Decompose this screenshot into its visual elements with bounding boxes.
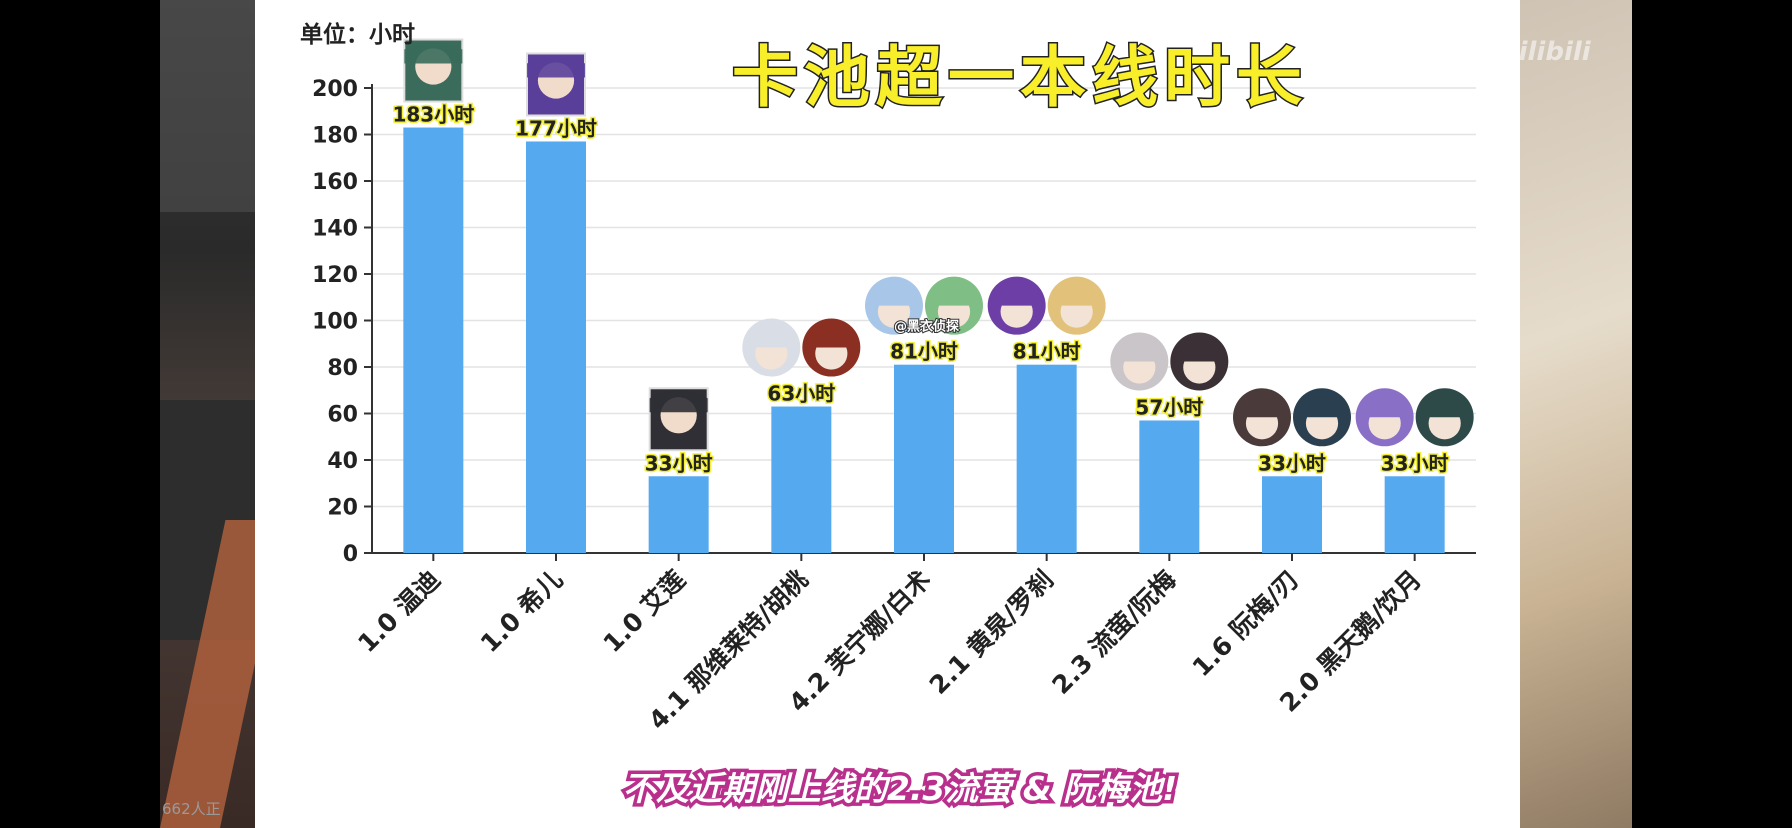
bar (1016, 364, 1077, 553)
bar (1139, 420, 1200, 553)
y-tick-label: 200 (312, 77, 358, 102)
bar (526, 141, 586, 553)
y-tick-label: 60 (327, 403, 358, 428)
y-tick-label: 140 (312, 217, 358, 242)
luocha-avatar-icon (1047, 276, 1106, 335)
acheron-avatar-icon (987, 276, 1046, 335)
y-tick-label: 0 (343, 542, 358, 567)
bar (771, 406, 832, 553)
ellen-avatar-icon (648, 387, 709, 452)
imbibitor-avatar-icon (1415, 388, 1474, 447)
data-label: 183小时 (392, 103, 474, 127)
y-tick-label: 180 (312, 124, 358, 149)
x-tick-label: 1.0 希儿 (475, 565, 568, 658)
baizhu-avatar-icon (925, 276, 983, 335)
x-tick-label: 2.3 流萤/阮梅 (1046, 565, 1181, 700)
x-tick-label: 1.0 温迪 (352, 565, 445, 658)
x-tick-labels: 1.0 温迪 1.0 希儿 1.0 艾莲4.1 那维莱特/胡桃4.2 芙宁娜/白术2… (352, 565, 1427, 736)
y-tick-label: 160 (312, 170, 358, 195)
data-labels: 183小时 177小时 33小时 63小时 81小时 @黑衣侦探 81小时 57小时 33小时 3… (391, 101, 1450, 477)
y-tick-labels: 0 20 40 60 80 100 120 140 160 180 200 (312, 77, 358, 567)
bars (403, 127, 1445, 554)
bar (403, 127, 464, 554)
hutao-avatar-icon (802, 318, 861, 377)
unit-label: 单位：小时 (300, 21, 415, 48)
firefly-avatar-icon (1110, 332, 1169, 391)
subtitle-caption: 不及近期刚上线的2.3流萤 & 阮梅池! (623, 769, 1177, 808)
bar (648, 476, 709, 553)
background-left (160, 0, 286, 828)
y-tick-label: 120 (312, 263, 358, 288)
y-tick-label: 20 (327, 496, 358, 521)
y-tick-label: 100 (312, 310, 358, 335)
ruanmei-avatar-icon (1233, 388, 1291, 447)
blade-avatar-icon (1293, 388, 1351, 447)
blackswan-avatar-icon (1355, 388, 1414, 447)
venti-avatar-icon (403, 38, 464, 103)
y-tick-label: 40 (327, 449, 358, 474)
ruanmei-avatar-icon (1170, 332, 1229, 391)
character-icons (403, 38, 1474, 452)
seele-avatar-icon (526, 52, 586, 117)
data-label: 81小时 (890, 340, 958, 364)
bar (894, 364, 954, 553)
x-tick-label: 1.6 阮梅/刃 (1187, 565, 1304, 682)
data-label: 63小时 (767, 382, 835, 406)
watermark: bilibili (1500, 37, 1592, 67)
neuvillette-avatar-icon (742, 318, 801, 377)
icon-tag: @黑衣侦探 (894, 319, 959, 335)
data-label: 57小时 (1135, 395, 1203, 419)
y-tick-label: 80 (327, 356, 358, 381)
data-label: 33小时 (1381, 451, 1449, 475)
background-right (1520, 0, 1632, 828)
furina-avatar-icon (865, 276, 923, 335)
chart-title: 卡池超一本线时长 (732, 39, 1308, 116)
bar (1384, 476, 1445, 553)
viewer-count: 662人正 (162, 800, 221, 818)
x-tick-label: 2.1 黄泉/罗刹 (924, 565, 1059, 700)
data-label: 81小时 (1013, 340, 1081, 364)
bar (1262, 476, 1322, 553)
data-label: 177小时 (515, 116, 597, 140)
x-tick-label: 1.0 艾莲 (598, 565, 691, 658)
data-label: 33小时 (1258, 451, 1326, 475)
data-label: 33小时 (645, 451, 713, 475)
